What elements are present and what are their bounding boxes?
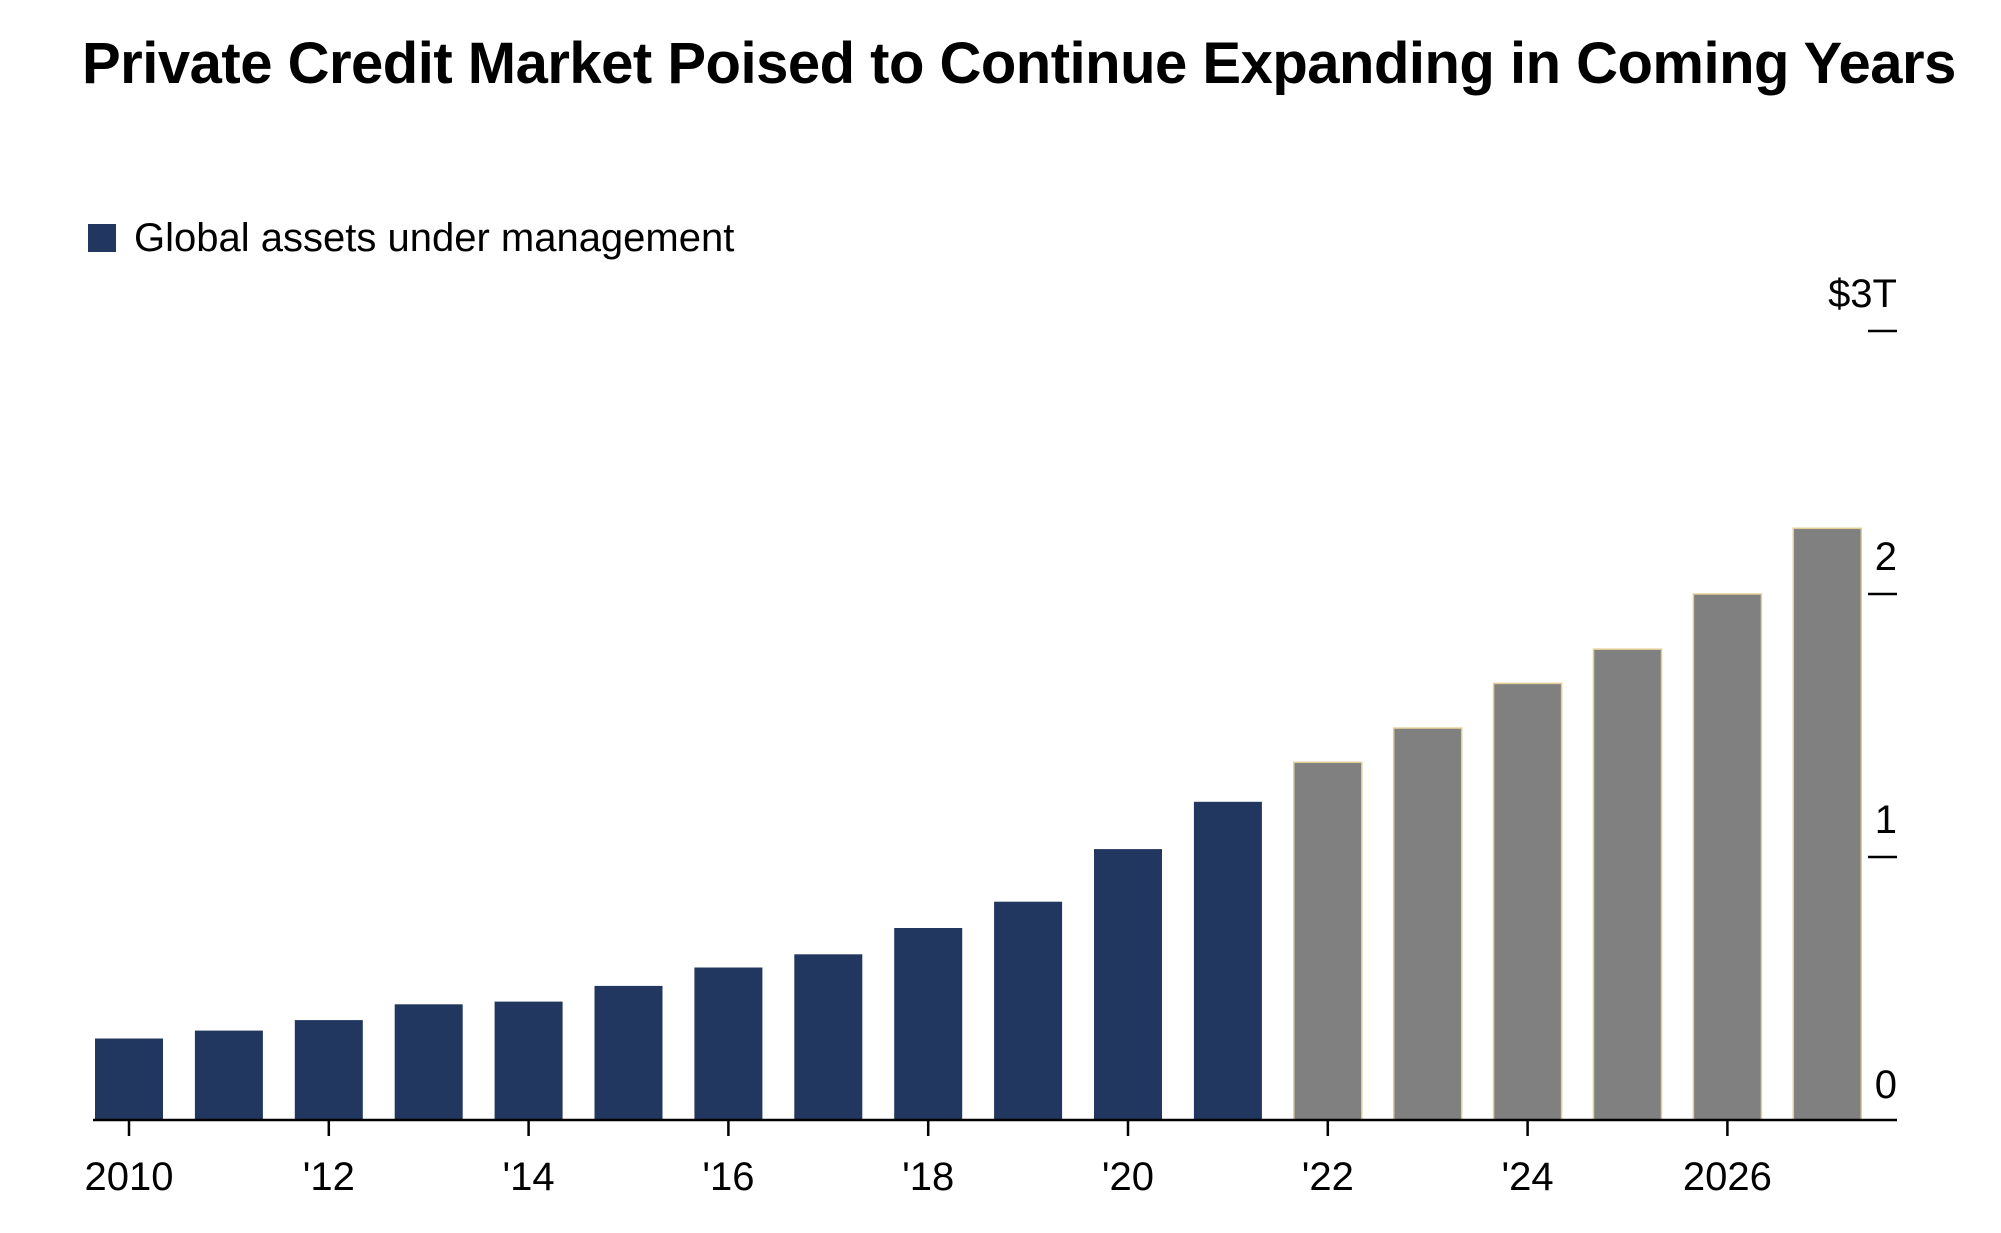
y-axis: 0 1 2 $3T (1828, 272, 1897, 1107)
y-tick-label-3: $3T (1828, 272, 1897, 316)
bars-layer (95, 527, 1863, 1121)
y-tick-label-1: 1 (1875, 798, 1897, 842)
bar-2023 (1392, 727, 1463, 1121)
bar-2015 (594, 985, 663, 1120)
legend: Global assets under management (88, 214, 734, 262)
x-tick-label-2026: 2026 (1683, 1155, 1772, 1199)
chart-title: Private Credit Market Poised to Continue… (82, 31, 1956, 96)
x-tick-label-2016: '16 (702, 1155, 754, 1199)
x-tick-label-2010: 2010 (85, 1155, 174, 1199)
y-tick-label-0: 0 (1875, 1063, 1897, 1107)
x-tick-label-2018: '18 (902, 1155, 954, 1199)
bar-2024 (1492, 682, 1563, 1121)
bar-2021 (1193, 801, 1262, 1120)
bar-2016 (694, 967, 763, 1120)
bar-2020 (1094, 849, 1162, 1120)
y-tick-label-2: 2 (1875, 535, 1897, 579)
bar-2012 (294, 1020, 363, 1120)
x-tick-label-2020: '20 (1102, 1155, 1154, 1199)
bar-2019 (994, 901, 1063, 1120)
bar-2010 (95, 1038, 163, 1120)
x-tick-label-2014: '14 (503, 1155, 555, 1199)
bar-2018 (894, 928, 963, 1120)
bar-2027 (1792, 527, 1863, 1121)
x-tick-label-2012: '12 (303, 1155, 355, 1199)
bar-2022 (1293, 761, 1363, 1121)
bar-2011 (194, 1030, 263, 1120)
bar-2017 (794, 954, 863, 1120)
bar-2014 (494, 1001, 563, 1120)
legend-label: Global assets under management (134, 216, 735, 260)
x-axis: 2010 '12 '14 '16 '18 '20 '22 '24 2026 (85, 1120, 1772, 1199)
x-tick-label-2024: '24 (1502, 1155, 1554, 1199)
x-tick-label-2022: '22 (1302, 1155, 1354, 1199)
bar-2026 (1692, 593, 1763, 1121)
bar-2025 (1592, 648, 1663, 1121)
bar-2013 (394, 1004, 463, 1120)
legend-swatch (88, 224, 116, 252)
